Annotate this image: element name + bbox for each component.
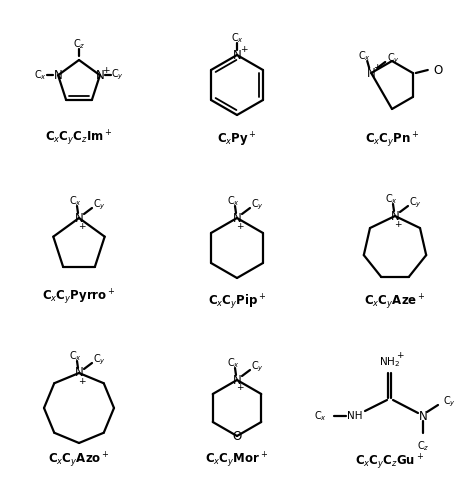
Text: N: N (74, 212, 83, 225)
Text: +: + (78, 221, 86, 230)
Text: N: N (233, 48, 241, 61)
Text: C$_x$Py$^+$: C$_x$Py$^+$ (217, 131, 257, 149)
Text: C$_x$: C$_x$ (230, 31, 244, 45)
Text: N: N (96, 68, 104, 82)
Text: C$_y$: C$_y$ (111, 68, 124, 82)
Text: +: + (394, 219, 402, 228)
Text: C$_x$: C$_x$ (227, 194, 239, 208)
Text: C$_x$: C$_x$ (384, 192, 398, 206)
Text: C$_z$: C$_z$ (73, 37, 85, 51)
Text: C$_x$: C$_x$ (358, 49, 371, 63)
Text: +: + (240, 45, 248, 54)
Text: C$_z$: C$_z$ (417, 439, 429, 453)
Text: N: N (74, 366, 83, 379)
Text: +: + (396, 351, 404, 360)
Text: +: + (236, 221, 244, 230)
Text: C$_x$: C$_x$ (69, 349, 82, 363)
Text: N: N (391, 209, 400, 223)
Text: C$_y$: C$_y$ (92, 353, 106, 367)
Text: C$_x$: C$_x$ (34, 68, 46, 82)
Text: +: + (236, 384, 244, 392)
Text: C$_y$: C$_y$ (92, 198, 106, 212)
Text: C$_x$C$_y$C$_z$Gu$^+$: C$_x$C$_y$C$_z$Gu$^+$ (356, 452, 425, 472)
Text: N: N (54, 68, 63, 82)
Text: O: O (232, 430, 242, 443)
Text: C$_x$C$_y$Azo$^+$: C$_x$C$_y$Azo$^+$ (48, 450, 110, 469)
Text: +: + (102, 66, 109, 75)
Text: N: N (233, 212, 241, 225)
Text: N: N (419, 410, 428, 422)
Text: C$_x$C$_y$Pip$^+$: C$_x$C$_y$Pip$^+$ (208, 292, 266, 312)
Text: C$_x$C$_y$C$_z$Im$^+$: C$_x$C$_y$C$_z$Im$^+$ (45, 128, 113, 148)
Text: C$_x$C$_y$Pyrro$^+$: C$_x$C$_y$Pyrro$^+$ (42, 287, 116, 307)
Text: C$_y$: C$_y$ (250, 360, 264, 374)
Text: C$_x$: C$_x$ (69, 194, 82, 208)
Text: C$_y$: C$_y$ (387, 52, 400, 66)
Text: C$_y$: C$_y$ (443, 395, 456, 409)
Text: C$_x$: C$_x$ (227, 356, 239, 370)
Text: NH: NH (347, 411, 363, 421)
Text: N: N (233, 374, 241, 387)
Text: O: O (433, 64, 442, 77)
Text: N: N (367, 67, 375, 80)
Text: C$_x$: C$_x$ (313, 409, 327, 423)
Text: C$_x$C$_y$Aze$^+$: C$_x$C$_y$Aze$^+$ (364, 292, 426, 312)
Text: +: + (78, 376, 86, 386)
Text: C$_x$C$_y$Mor$^+$: C$_x$C$_y$Mor$^+$ (205, 450, 269, 469)
Text: NH$_2$: NH$_2$ (379, 355, 401, 369)
Text: C$_y$: C$_y$ (250, 198, 264, 212)
Text: C$_y$: C$_y$ (409, 196, 421, 210)
Text: C$_x$C$_y$Pn$^+$: C$_x$C$_y$Pn$^+$ (365, 130, 419, 149)
Text: +: + (374, 62, 381, 71)
